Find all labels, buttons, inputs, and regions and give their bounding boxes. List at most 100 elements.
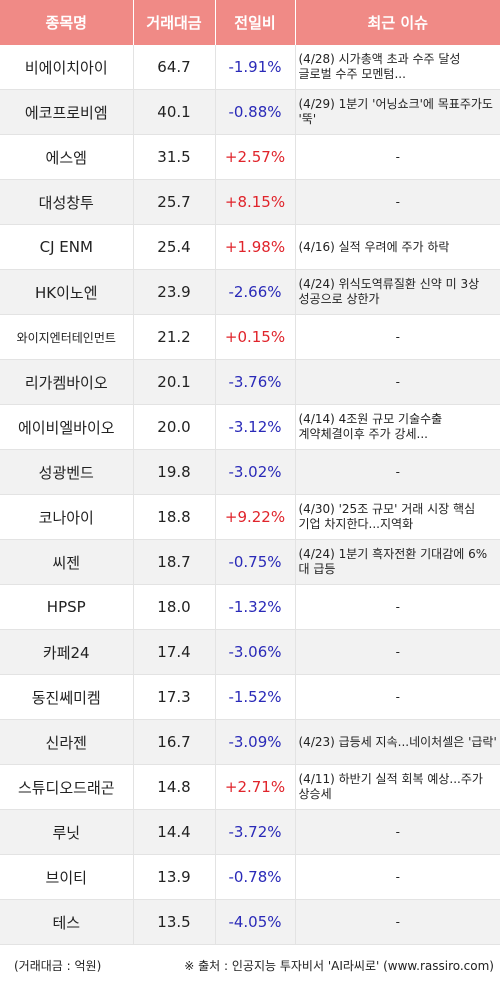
recent-issue-cell[interactable]: (4/28) 시가총액 초과 수주 달성 글로벌 수주 모멘텀... xyxy=(295,45,500,90)
table-row[interactable]: 루닛 14.4 -3.72% - xyxy=(0,809,500,855)
recent-issue-cell[interactable]: (4/14) 4조원 규모 기술수출 계약체결이후 주가 강세... xyxy=(295,404,500,450)
table-row[interactable]: HK이노엔 23.9 -2.66% (4/24) 위식도역류질환 신약 미 3상 성공… xyxy=(0,269,500,315)
price-change: +0.15% xyxy=(215,314,296,360)
trading-volume: 14.8 xyxy=(133,764,216,810)
recent-issue-cell: - xyxy=(295,359,500,405)
table-row[interactable]: 에코프로비엠 40.1 -0.88% (4/29) 1분기 '어닝쇼크'에 목표주가도… xyxy=(0,89,500,135)
recent-issue: - xyxy=(395,194,400,209)
stock-name[interactable]: CJ ENM xyxy=(0,224,134,270)
table-row[interactable]: 대성창투 25.7 +8.15% - xyxy=(0,179,500,225)
stock-name[interactable]: 스튜디오드래곤 xyxy=(0,764,134,810)
table-row[interactable]: 테스 13.5 -4.05% - xyxy=(0,899,500,945)
table-row[interactable]: 에스엠 31.5 +2.57% - xyxy=(0,134,500,180)
table-row[interactable]: 코나아이 18.8 +9.22% (4/30) '25조 규모' 거래 시장 핵심 기… xyxy=(0,494,500,540)
trading-volume: 31.5 xyxy=(133,134,216,180)
stock-name[interactable]: 루닛 xyxy=(0,809,134,855)
table-row[interactable]: 비에이치아이 64.7 -1.91% (4/28) 시가총액 초과 수주 달성 글로벌… xyxy=(0,45,500,90)
stock-name[interactable]: 대성창투 xyxy=(0,179,134,225)
table-body: 비에이치아이 64.7 -1.91% (4/28) 시가총액 초과 수주 달성 글로벌… xyxy=(0,45,500,945)
stock-name[interactable]: 리가켐바이오 xyxy=(0,359,134,405)
stock-name[interactable]: 에스엠 xyxy=(0,134,134,180)
trading-volume: 16.7 xyxy=(133,719,216,765)
trading-volume: 17.4 xyxy=(133,629,216,675)
trading-volume: 40.1 xyxy=(133,89,216,135)
table-row[interactable]: CJ ENM 25.4 +1.98% (4/16) 실적 우려에 주가 하락 xyxy=(0,224,500,270)
trading-volume: 14.4 xyxy=(133,809,216,855)
table-row[interactable]: 씨젠 18.7 -0.75% (4/24) 1분기 흑자전환 기대감에 6%대 급등 xyxy=(0,539,500,585)
price-change: -3.06% xyxy=(215,629,296,675)
trading-volume: 21.2 xyxy=(133,314,216,360)
table-row[interactable]: 신라젠 16.7 -3.09% (4/23) 급등세 지속...네이처셀은 '급락' xyxy=(0,719,500,765)
recent-issue-cell[interactable]: (4/23) 급등세 지속...네이처셀은 '급락' xyxy=(295,719,500,765)
table-row[interactable]: HPSP 18.0 -1.32% - xyxy=(0,584,500,630)
trading-volume: 23.9 xyxy=(133,269,216,315)
table-row[interactable]: 카페24 17.4 -3.06% - xyxy=(0,629,500,675)
stock-name[interactable]: 에코프로비엠 xyxy=(0,89,134,135)
recent-issue: (4/30) '25조 규모' 거래 시장 핵심 기업 차지한다...지역화 xyxy=(298,502,476,531)
recent-issue-cell[interactable]: (4/11) 하반기 실적 회복 예상...주가 상승세 xyxy=(295,764,500,810)
stock-name[interactable]: 비에이치아이 xyxy=(0,45,134,90)
stock-name[interactable]: 성광벤드 xyxy=(0,449,134,495)
recent-issue-cell[interactable]: (4/24) 1분기 흑자전환 기대감에 6%대 급등 xyxy=(295,539,500,585)
trading-volume: 25.7 xyxy=(133,179,216,225)
recent-issue: - xyxy=(395,644,400,659)
price-change: +2.71% xyxy=(215,764,296,810)
price-change: -1.32% xyxy=(215,584,296,630)
price-change: -0.88% xyxy=(215,89,296,135)
stock-name[interactable]: 카페24 xyxy=(0,629,134,675)
recent-issue: (4/24) 위식도역류질환 신약 미 3상 성공으로 상한가 xyxy=(298,277,480,306)
table-header: 종목명 거래대금 전일비 최근 이슈 xyxy=(0,0,500,45)
price-change: +2.57% xyxy=(215,134,296,180)
recent-issue-cell[interactable]: (4/30) '25조 규모' 거래 시장 핵심 기업 차지한다...지역화 xyxy=(295,494,500,540)
stock-name[interactable]: 동진쎄미켐 xyxy=(0,674,134,720)
stock-name[interactable]: 씨젠 xyxy=(0,539,134,585)
recent-issue-cell[interactable]: (4/16) 실적 우려에 주가 하락 xyxy=(295,224,500,270)
header-volume: 거래대금 xyxy=(133,0,216,45)
table-row[interactable]: 스튜디오드래곤 14.8 +2.71% (4/11) 하반기 실적 회복 예상...주… xyxy=(0,764,500,810)
recent-issue-cell: - xyxy=(295,629,500,675)
recent-issue-cell[interactable]: (4/29) 1분기 '어닝쇼크'에 목표주가도 '뚝' xyxy=(295,89,500,135)
trading-volume: 18.8 xyxy=(133,494,216,540)
table-row[interactable]: 성광벤드 19.8 -3.02% - xyxy=(0,449,500,495)
price-change: +1.98% xyxy=(215,224,296,270)
price-change: -3.09% xyxy=(215,719,296,765)
price-change: -3.76% xyxy=(215,359,296,405)
table-row[interactable]: 동진쎄미켐 17.3 -1.52% - xyxy=(0,674,500,720)
price-change: -4.05% xyxy=(215,899,296,945)
stock-name[interactable]: 코나아이 xyxy=(0,494,134,540)
stock-name[interactable]: 테스 xyxy=(0,899,134,945)
trading-volume: 17.3 xyxy=(133,674,216,720)
recent-issue-cell: - xyxy=(295,854,500,900)
source-note: ※ 출처 : 인공지능 투자비서 'AI라씨로' (www.rassiro.co… xyxy=(184,959,494,973)
recent-issue-cell: - xyxy=(295,899,500,945)
trading-volume: 13.9 xyxy=(133,854,216,900)
recent-issue-cell: - xyxy=(295,674,500,720)
recent-issue-cell: - xyxy=(295,314,500,360)
table-row[interactable]: 브이티 13.9 -0.78% - xyxy=(0,854,500,900)
stock-name[interactable]: 에이비엘바이오 xyxy=(0,404,134,450)
table-row[interactable]: 에이비엘바이오 20.0 -3.12% (4/14) 4조원 규모 기술수출 계약체결… xyxy=(0,404,500,450)
stock-name[interactable]: 와이지엔터테인먼트 xyxy=(0,314,134,360)
recent-issue-cell: - xyxy=(295,449,500,495)
recent-issue-cell[interactable]: (4/24) 위식도역류질환 신약 미 3상 성공으로 상한가 xyxy=(295,269,500,315)
stock-name[interactable]: 신라젠 xyxy=(0,719,134,765)
stock-name[interactable]: HPSP xyxy=(0,584,134,630)
table-row[interactable]: 리가켐바이오 20.1 -3.76% - xyxy=(0,359,500,405)
recent-issue: (4/29) 1분기 '어닝쇼크'에 목표주가도 '뚝' xyxy=(298,97,493,126)
recent-issue-cell: - xyxy=(295,134,500,180)
price-change: -0.75% xyxy=(215,539,296,585)
recent-issue-cell: - xyxy=(295,584,500,630)
trading-volume: 20.0 xyxy=(133,404,216,450)
recent-issue: (4/11) 하반기 실적 회복 예상...주가 상승세 xyxy=(298,772,483,801)
stock-name[interactable]: HK이노엔 xyxy=(0,269,134,315)
recent-issue: - xyxy=(395,329,400,344)
stock-name[interactable]: 브이티 xyxy=(0,854,134,900)
header-name: 종목명 xyxy=(0,0,134,45)
header-change: 전일비 xyxy=(215,0,296,45)
table-row[interactable]: 와이지엔터테인먼트 21.2 +0.15% - xyxy=(0,314,500,360)
price-change: -3.02% xyxy=(215,449,296,495)
trading-volume: 18.7 xyxy=(133,539,216,585)
recent-issue: (4/23) 급등세 지속...네이처셀은 '급락' xyxy=(298,734,497,749)
recent-issue: - xyxy=(395,689,400,704)
